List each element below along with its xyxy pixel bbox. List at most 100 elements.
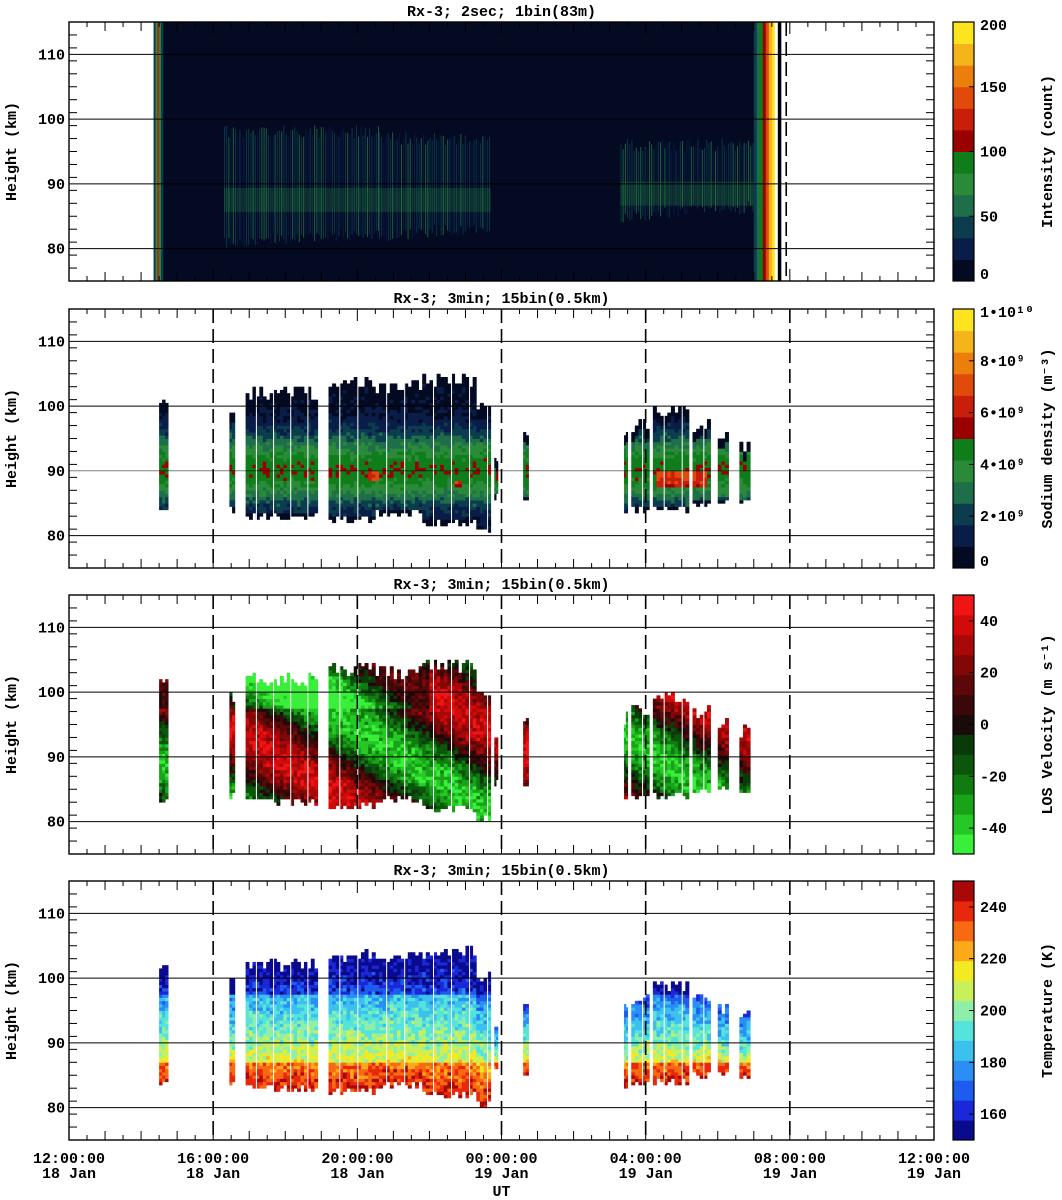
data-cell bbox=[290, 782, 295, 787]
data-cell bbox=[283, 730, 288, 735]
data-cell bbox=[279, 753, 284, 758]
data-cell bbox=[483, 487, 488, 491]
data-cell bbox=[249, 727, 253, 732]
data-cell bbox=[159, 756, 163, 761]
data-cell bbox=[293, 396, 298, 401]
data-cell bbox=[332, 480, 337, 485]
data-cell bbox=[487, 509, 492, 514]
data-cell bbox=[638, 457, 643, 462]
data-cell bbox=[255, 448, 260, 452]
data-cell bbox=[293, 692, 298, 696]
data-cell bbox=[393, 493, 398, 498]
data-cell bbox=[245, 500, 250, 504]
intensity-stripe bbox=[697, 139, 699, 209]
data-cell bbox=[332, 425, 337, 430]
data-cell bbox=[742, 480, 747, 485]
data-cell bbox=[262, 493, 267, 498]
data-cell bbox=[371, 503, 376, 507]
data-cell bbox=[465, 516, 470, 520]
data-cell bbox=[273, 389, 277, 394]
data-cell bbox=[269, 773, 274, 777]
data-cell bbox=[724, 487, 729, 491]
data-cell bbox=[297, 461, 301, 465]
data-cell bbox=[645, 477, 650, 481]
data-cell bbox=[472, 435, 477, 439]
data-cell bbox=[252, 474, 257, 478]
data-cell bbox=[269, 734, 274, 738]
data-cell bbox=[303, 467, 308, 472]
data-cell bbox=[624, 467, 627, 472]
data-cell bbox=[297, 480, 301, 485]
data-cell bbox=[525, 454, 529, 459]
data-cell bbox=[433, 428, 438, 433]
data-cell bbox=[252, 685, 257, 690]
data-cell bbox=[469, 506, 474, 511]
data-cell bbox=[465, 396, 470, 401]
intensity-stripe bbox=[398, 132, 400, 238]
data-cell bbox=[249, 432, 253, 436]
data-cell bbox=[418, 435, 423, 439]
data-cell bbox=[255, 708, 260, 712]
data-cell bbox=[293, 698, 298, 703]
data-cell bbox=[249, 705, 253, 709]
intensity-stripe bbox=[377, 126, 379, 231]
data-cell bbox=[425, 441, 430, 446]
data-cell bbox=[487, 457, 492, 462]
data-cell bbox=[404, 451, 409, 456]
data-cell bbox=[245, 487, 250, 491]
data-cell bbox=[245, 692, 250, 696]
data-cell bbox=[335, 396, 340, 401]
data-cell bbox=[314, 448, 319, 452]
data-cell bbox=[252, 718, 257, 722]
data-cell bbox=[447, 399, 452, 404]
data-cell bbox=[286, 509, 291, 514]
data-cell bbox=[425, 425, 430, 430]
data-cell bbox=[696, 432, 701, 436]
data-cell bbox=[447, 422, 452, 426]
data-cell bbox=[286, 714, 291, 719]
data-cell bbox=[283, 399, 288, 404]
data-cell bbox=[232, 753, 236, 758]
data-cell bbox=[279, 509, 284, 514]
data-cell bbox=[342, 409, 347, 413]
data-cell bbox=[472, 448, 477, 452]
data-cell bbox=[433, 506, 438, 511]
data-cell bbox=[652, 432, 657, 436]
data-cell bbox=[418, 493, 423, 498]
data-cell bbox=[350, 506, 355, 511]
data-cell bbox=[283, 734, 288, 738]
data-cell bbox=[685, 500, 690, 504]
data-cell bbox=[293, 432, 298, 436]
data-cell bbox=[386, 412, 391, 417]
data-cell bbox=[276, 441, 281, 446]
data-cell bbox=[266, 756, 271, 761]
data-cell bbox=[364, 493, 369, 498]
data-cell bbox=[307, 483, 312, 488]
data-cell bbox=[472, 493, 477, 498]
data-cell bbox=[670, 409, 675, 413]
data-cell bbox=[525, 464, 529, 469]
intensity-stripe bbox=[655, 145, 657, 217]
data-cell bbox=[159, 500, 163, 504]
data-cell bbox=[717, 493, 722, 498]
data-cell bbox=[678, 496, 683, 501]
data-cell bbox=[378, 464, 383, 469]
data-cell bbox=[368, 487, 373, 491]
data-cell bbox=[429, 406, 434, 410]
data-cell bbox=[249, 412, 253, 417]
data-cell bbox=[300, 480, 305, 485]
data-cell bbox=[360, 435, 365, 439]
data-cell bbox=[332, 474, 337, 478]
intensity-stripe bbox=[387, 132, 389, 241]
data-cell bbox=[339, 509, 344, 514]
data-cell bbox=[353, 438, 358, 443]
data-cell bbox=[346, 470, 351, 475]
data-cell bbox=[663, 419, 668, 423]
data-cell bbox=[232, 415, 236, 420]
data-cell bbox=[469, 470, 474, 475]
data-cell bbox=[479, 406, 484, 410]
data-cell bbox=[273, 457, 277, 462]
colorbar-tick-label: 0 bbox=[980, 554, 989, 571]
data-cell bbox=[297, 435, 301, 439]
data-cell bbox=[660, 490, 665, 494]
